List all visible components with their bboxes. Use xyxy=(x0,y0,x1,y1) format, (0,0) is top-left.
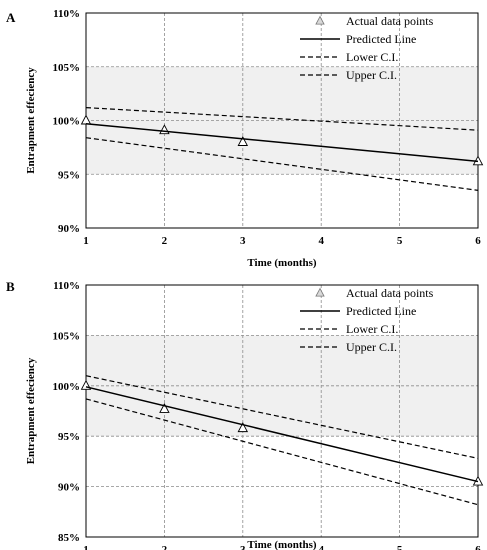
legend-label: Actual data points xyxy=(346,14,434,28)
y-tick-label: 90% xyxy=(58,223,80,235)
y-tick-label: 95% xyxy=(58,431,80,443)
chart-panel-B: B 85% 90% 95% 100% 105% 110% 1 2 3 4 5 6 Time (months… xyxy=(6,279,484,550)
x-axis-title: Time (months) xyxy=(247,257,316,269)
predicted-line-line xyxy=(85,386,479,483)
x-tick-label: 5 xyxy=(397,544,403,550)
legend-label: Lower C.I. xyxy=(346,50,398,64)
x-tick-label: 2 xyxy=(162,544,168,550)
x-tick-label: 3 xyxy=(240,235,246,247)
y-tick-label: 90% xyxy=(58,482,80,494)
plot-frame xyxy=(85,284,479,538)
x-tick-label: 3 xyxy=(240,544,246,550)
x-tick-label: 4 xyxy=(318,544,324,550)
legend-label: Predicted Line xyxy=(346,304,416,318)
legend-label: Upper C.I. xyxy=(346,68,397,82)
x-tick-label: 4 xyxy=(318,235,324,247)
data-point-marker xyxy=(237,422,249,433)
lower-c-i-line xyxy=(85,137,479,191)
legend-marker-triangle xyxy=(315,287,325,297)
data-point-marker xyxy=(237,136,249,146)
y-tick-label: 105% xyxy=(53,330,81,342)
x-tick-label: 1 xyxy=(83,544,89,550)
legend-label: Actual data points xyxy=(346,286,434,300)
upper-c-i-line xyxy=(85,107,479,131)
y-axis-title: Entrapment effeciency xyxy=(25,67,37,174)
y-tick-label: 100% xyxy=(53,116,81,128)
y-tick-label: 110% xyxy=(53,280,80,292)
y-tick-label: 105% xyxy=(53,62,81,74)
legend-label: Predicted Line xyxy=(346,32,416,46)
y-tick-label: 95% xyxy=(58,169,80,181)
x-tick-label: 5 xyxy=(397,235,403,247)
legend-marker-triangle xyxy=(315,15,325,25)
y-tick-label: 100% xyxy=(53,381,81,393)
data-point-marker xyxy=(159,403,170,413)
x-tick-label: 1 xyxy=(83,235,89,247)
panel-letter: B xyxy=(6,279,15,294)
upper-c-i-line xyxy=(85,375,479,459)
x-tick-label: 6 xyxy=(475,235,481,247)
x-tick-label: 2 xyxy=(162,235,168,247)
y-tick-label: 85% xyxy=(58,532,80,544)
x-tick-label: 6 xyxy=(475,544,481,550)
panel-letter: A xyxy=(6,10,16,25)
lower-c-i-line xyxy=(85,398,479,506)
legend-label: Upper C.I. xyxy=(346,340,397,354)
x-axis-title: Time (months) xyxy=(247,539,316,550)
y-tick-label: 110% xyxy=(53,8,80,20)
chart-panel-A: A 90% 95% 100% 105% 110% 1 2 3 4 5 6 Time (months) En… xyxy=(6,8,484,269)
legend-label: Lower C.I. xyxy=(346,322,398,336)
predicted-line-line xyxy=(85,122,479,163)
y-axis-title: Entrapment effeciency xyxy=(25,357,37,464)
